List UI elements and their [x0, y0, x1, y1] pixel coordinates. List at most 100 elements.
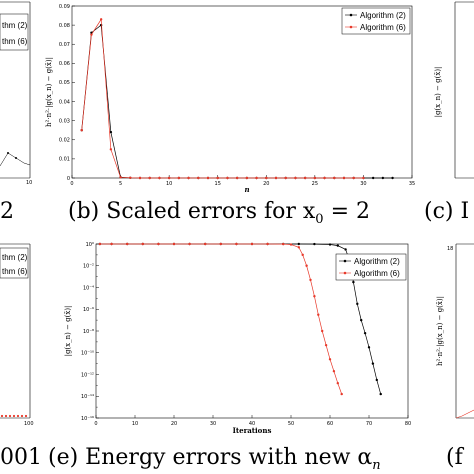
data-point-b-2 [284, 176, 287, 180]
data-point-b-1 [371, 176, 375, 180]
partial-point [15, 157, 17, 159]
y-tick-label: 10⁰ [86, 242, 94, 248]
partial-point [24, 414, 28, 418]
partial-xtick-top-left: 10 [26, 180, 32, 186]
x-tick-label: 0 [70, 181, 73, 187]
y-tick-label: 10⁻¹⁴ [81, 394, 94, 400]
data-point-e-2 [172, 242, 176, 246]
legend-marker-e-1 [343, 259, 347, 263]
legend-e: Algorithm (2) Algorithm (6) [335, 253, 407, 281]
x-tick-label: 50 [288, 421, 294, 427]
x-tick-label: 60 [327, 421, 333, 427]
data-point-e-2 [317, 313, 320, 316]
partial-ytick-bottom-right: 18 [447, 246, 453, 252]
legend-box-top-left [0, 13, 29, 51]
x-tick-label: 30 [360, 181, 366, 187]
partial-series-bottom-left [0, 414, 28, 418]
data-point-e-2 [328, 358, 332, 361]
data-point-b-2 [119, 176, 122, 179]
legend-label-e-1: Algorithm (2) [354, 257, 400, 266]
legend-box-b [341, 7, 411, 35]
y-tick-label: 0.05 [59, 80, 70, 86]
data-point-e-2 [188, 242, 191, 246]
x-tick-label: 35 [409, 181, 415, 187]
data-point-e-1 [360, 318, 363, 322]
caption-b: (b) Scaled errors for x0 = 2 [68, 199, 370, 227]
data-point-e-2 [305, 264, 308, 267]
data-point-b-2 [90, 33, 93, 36]
series-line-b-2 [81, 18, 364, 179]
data-point-e-1 [352, 280, 355, 284]
data-point-e-1 [297, 242, 300, 246]
x-axis-label-e: Iterations [233, 426, 272, 435]
data-point-e-2 [309, 278, 312, 282]
data-point-e-2 [235, 242, 238, 246]
y-tick-label: 0.09 [59, 4, 70, 10]
data-point-b-2 [235, 176, 239, 180]
data-point-b-2 [265, 176, 268, 180]
x-tick-label: 10 [166, 181, 172, 187]
partial-panel-top-left: thm (2) thm (6) 10 [0, 1, 32, 186]
data-point-b-2 [187, 176, 190, 180]
y-tick-label: 0.04 [59, 99, 70, 105]
data-point-b-2 [342, 176, 346, 180]
x-tick-label: 30 [210, 421, 216, 427]
data-point-b-2 [255, 176, 258, 180]
data-point-b-2 [167, 176, 171, 180]
y-axis-label-b: h²·n²·|g(x_n) − g(x̄)| [45, 57, 53, 127]
x-tick-label: 0 [94, 421, 97, 427]
data-point-e-2 [282, 242, 285, 246]
data-point-e-2 [301, 253, 304, 257]
partial-ylabel-top-right: |g(x_n) − g(x̄)| [434, 67, 442, 118]
y-ticks-b: 0 0.01 0.02 0.03 0.04 0.05 0.06 0.07 0.08 0.09 [59, 4, 75, 182]
data-point-b-2 [206, 176, 210, 180]
partial-panel-bottom-left: thm (2) thm (6) 100 [0, 243, 34, 427]
y-tick-label: 10⁻⁴ [83, 285, 94, 291]
partial-series-top-left [0, 152, 31, 167]
data-point-b-2 [352, 176, 355, 180]
y-tick-label: 0.07 [59, 42, 70, 48]
partial-point [16, 414, 20, 418]
y-tick-label: 0.03 [59, 118, 70, 124]
legend-label-e-2: Algorithm (6) [354, 269, 400, 278]
legend-b: Algorithm (2) Algorithm (6) [341, 7, 411, 35]
partial-panel-top-right: |g(x_n) − g(x̄)| [434, 1, 474, 179]
data-point-b-2 [303, 176, 307, 180]
data-point-e-1 [356, 302, 359, 306]
x-tick-label: 25 [312, 181, 318, 187]
data-point-e-1 [363, 331, 367, 335]
data-point-b-2 [294, 176, 297, 180]
data-point-e-2 [313, 295, 316, 298]
data-point-b-2 [274, 176, 278, 180]
chart-panel-e: 10⁰10⁻²10⁻⁴10⁻⁶10⁻⁸10⁻¹⁰10⁻¹²10⁻¹⁴10⁻¹⁶ … [64, 242, 411, 435]
series-e [98, 242, 382, 396]
data-point-b-1 [391, 176, 394, 180]
caption-bottom-left: 001 [0, 445, 42, 470]
data-point-e-2 [340, 392, 343, 396]
data-point-b-2 [197, 176, 200, 180]
legend-label-b-1: Algorithm (2) [360, 11, 406, 20]
legend-box-e [335, 253, 407, 281]
data-point-b-2 [333, 176, 336, 180]
partial-series-bottom-right [455, 409, 474, 419]
data-point-e-1 [328, 243, 332, 246]
y-tick-label: 10⁻¹⁶ [81, 416, 94, 422]
data-point-b-2 [245, 176, 249, 180]
data-point-e-2 [141, 242, 144, 246]
data-point-b-2 [138, 176, 142, 180]
data-point-e-1 [379, 392, 382, 396]
legend-top-left-1: thm (2) [2, 21, 28, 30]
y-tick-label: 10⁻¹² [81, 372, 94, 378]
x-tick-label: 20 [171, 421, 177, 427]
legend-marker-b-2 [349, 25, 353, 29]
partial-point [8, 414, 12, 418]
caption-e: (e) Energy errors with new αn [48, 445, 381, 473]
data-point-e-2 [250, 242, 254, 246]
data-point-e-2 [98, 242, 102, 246]
partial-point [0, 414, 4, 418]
series-b [80, 18, 394, 180]
data-point-e-1 [336, 244, 339, 247]
y-tick-label: 0.02 [59, 138, 70, 144]
data-point-e-1 [371, 362, 375, 365]
